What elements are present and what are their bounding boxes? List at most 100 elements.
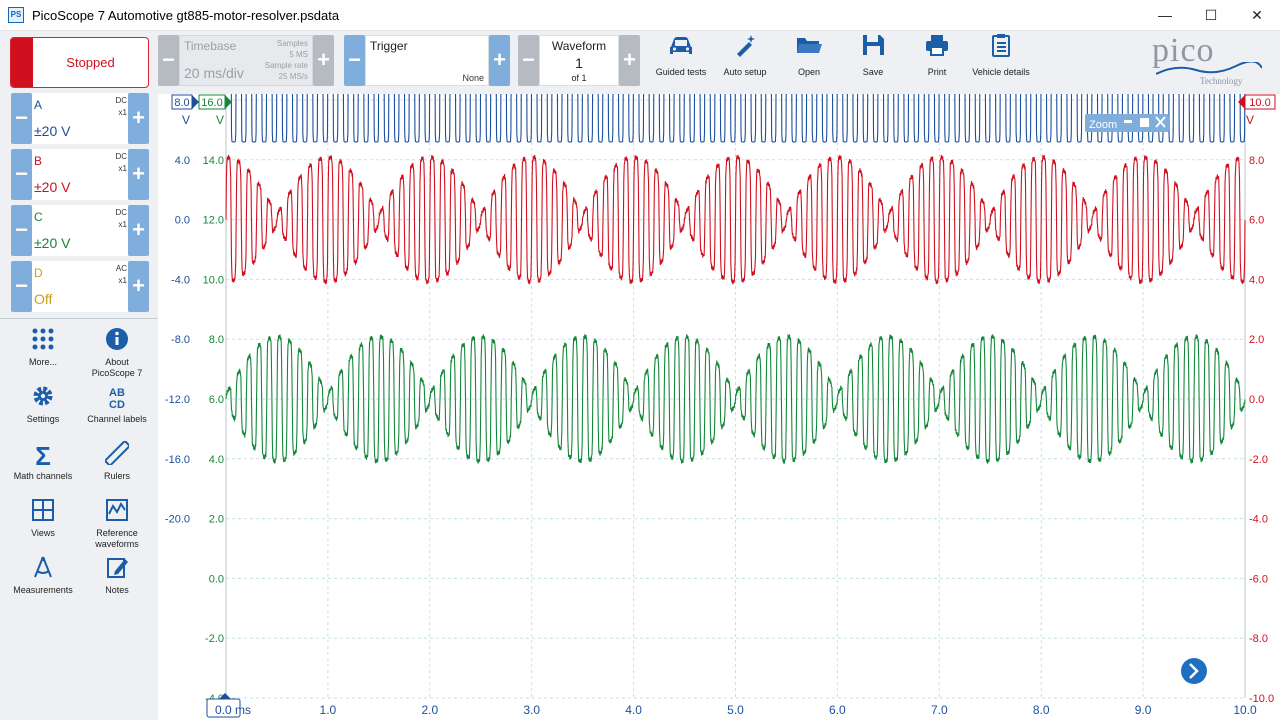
waveform-box[interactable]: Waveform 1 of 1 [539,35,619,86]
channel-range-increase-button[interactable]: + [128,205,149,256]
axis-b-tick-label: 0.0 [1249,394,1264,406]
print-button[interactable]: Print [900,33,974,77]
axis-a-tick-label: -12.0 [165,394,190,406]
axis-c-tick-label: -2.0 [205,633,224,645]
more-button[interactable]: More... [6,327,80,368]
minimize-button[interactable]: — [1158,7,1172,23]
compass-icon [6,555,80,585]
timebase-box[interactable]: Timebase 20 ms/div Samples 5 MS Sample r… [179,35,313,86]
guided-tests-button[interactable]: Guided tests [644,33,718,77]
channel-c-control: − C DC x1 ±20 V + [11,205,149,256]
channel-range-increase-button[interactable]: + [128,93,149,144]
app-icon: PS [8,7,24,23]
sample-rate-label: Sample rate [264,61,308,70]
timebase-decrease-button[interactable]: − [158,35,179,86]
channel-range-decrease-button[interactable]: − [11,205,32,256]
waveform-previous-button[interactable]: − [518,35,539,86]
channel-settings-box[interactable] [32,93,128,144]
maximize-button[interactable]: ☐ [1204,7,1218,23]
waveform-trace-b [225,154,1246,285]
channel-settings-box[interactable] [32,205,128,256]
open-button[interactable]: Open [772,33,846,77]
axis-b-tick-label: -6.0 [1249,573,1268,585]
x-axis-tick-label: 9.0 [1135,703,1152,717]
zoom-maximize-icon[interactable] [1140,118,1149,127]
trigger-box[interactable]: Trigger None [365,35,489,86]
floppy-disk-icon [836,33,910,67]
axis-a-tick-label: -20.0 [165,514,190,526]
scope-view[interactable]: 4.0 0.0 -4.0 -8.0 -12.0 -16.0 -20.0 14.0 12.0 10.… [158,0,1280,720]
x-axis-tick-label: 2.0 [421,703,438,717]
waveform-plot[interactable]: 4.00.0-4.0-8.0-12.0-16.0-20.014.012.010.… [158,0,1280,720]
channel-settings-box[interactable] [32,261,128,312]
folder-icon [772,33,846,67]
waveform-title: Waveform [551,39,607,53]
trigger-increase-button[interactable]: + [489,35,510,86]
x-axis-tick-label: 10.0 [1233,703,1257,717]
run-stop-button[interactable]: Stopped [10,37,149,88]
axis-a-tick-label: 0.0 [175,215,190,227]
x-axis-tick-label: 3.0 [523,703,540,717]
about-label: About PicoScope 7 [91,357,143,378]
axis-a-unit: V [182,113,190,127]
waveform-next-button[interactable]: + [619,35,640,86]
channel-settings-box[interactable] [32,149,128,200]
math-channels-button[interactable]: Σ Math channels [6,441,80,482]
save-button[interactable]: Save [836,33,910,77]
channel-labels-button[interactable]: AB CD Channel labels [80,384,154,425]
channel-range-decrease-button[interactable]: − [11,149,32,200]
settings-button[interactable]: Settings [6,384,80,425]
auto-setup-button[interactable]: Auto setup [708,33,782,77]
axis-b-unit: V [1246,113,1254,127]
about-button[interactable]: About PicoScope 7 [80,327,154,379]
channel-coupling: AC [115,264,127,273]
more-label: More... [28,357,57,367]
samples-value: 5 MS [289,50,308,59]
views-button[interactable]: Views [6,498,80,539]
axis-b-tick-label: 4.0 [1249,274,1264,286]
timebase-value: 20 ms/div [184,65,244,81]
axis-b-scale-marker-arrow [1238,95,1245,109]
print-label: Print [927,67,947,77]
zoom-minimize-icon[interactable] [1124,120,1132,123]
trigger-decrease-button[interactable]: − [344,35,365,86]
channel-letter: D [34,266,43,280]
channel-range-increase-button[interactable]: + [128,261,149,312]
scroll-right-button[interactable] [1181,658,1207,684]
measurements-label: Measurements [13,585,73,595]
channel-range-increase-button[interactable]: + [128,149,149,200]
measurements-button[interactable]: Measurements [6,555,80,596]
axis-c-tick-label: 8.0 [209,334,224,346]
waveform-count: of 1 [571,73,587,83]
reference-waveforms-label: Reference waveforms [95,528,139,549]
pico-logo-sub: Technology [1200,76,1243,86]
trigger-title: Trigger [370,39,408,53]
axis-a-tick-label: -8.0 [171,334,190,346]
channel-range-decrease-button[interactable]: − [11,93,32,144]
channel-coupling: DC [115,96,127,105]
reference-waveform-icon [80,498,154,528]
vehicle-details-button[interactable]: Vehicle details [964,33,1038,77]
timebase-increase-button[interactable]: + [313,35,334,86]
notes-button[interactable]: Notes [80,555,154,596]
timebase-title: Timebase [184,39,237,53]
zoom-close-icon[interactable] [1155,116,1166,128]
waveform-trace-c [225,333,1246,465]
save-label: Save [862,67,884,77]
views-label: Views [31,528,55,538]
x-axis-tick-label: 6.0 [829,703,846,717]
auto-setup-label: Auto setup [723,67,767,77]
vehicle-details-label: Vehicle details [972,67,1030,77]
channel-coupling: DC [115,152,127,161]
zoom-widget-label: Zoom [1089,119,1117,131]
axis-b-tick-label: -4.0 [1249,514,1268,526]
gear-icon [6,384,80,414]
channel-probe-multiplier: x1 [118,164,127,173]
run-stop-indicator [11,38,33,87]
close-button[interactable]: ✕ [1251,7,1263,23]
rulers-button[interactable]: Rulers [80,439,154,482]
channel-range: ±20 V [34,123,71,139]
channel-range-decrease-button[interactable]: − [11,261,32,312]
reference-waveforms-button[interactable]: Reference waveforms [80,498,154,550]
channel-letter: B [34,154,43,168]
